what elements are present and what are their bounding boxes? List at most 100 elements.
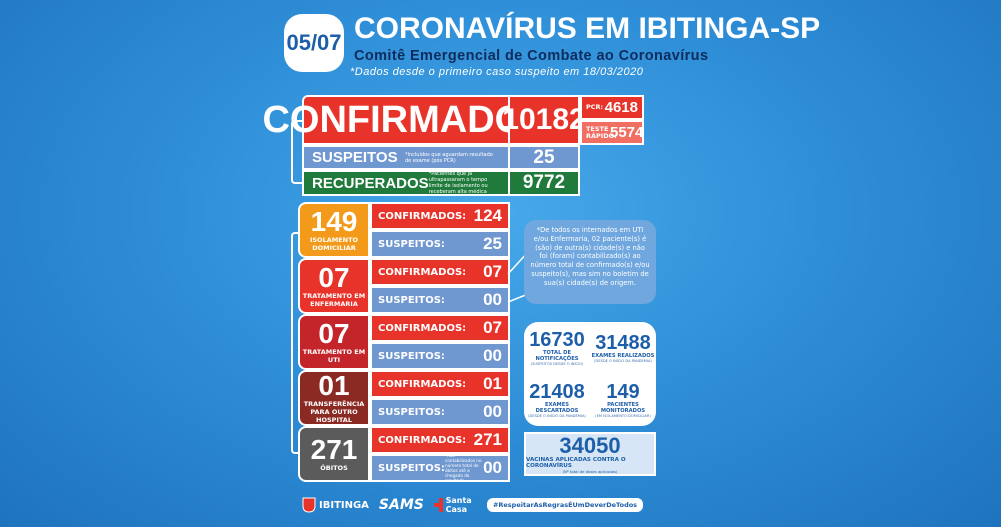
category-confirmed-value: 271 <box>473 430 502 449</box>
data-since-note: *Dados desde o primeiro caso suspeito em… <box>350 66 644 78</box>
stat-notifications: 16730 TOTAL DE NOTIFICAÇÕES (SUSPEITOS D… <box>524 322 590 374</box>
date-badge: 05/07 <box>284 14 344 72</box>
page-title: CORONAVÍRUS EM IBITINGA-SP <box>354 12 821 45</box>
category-label: TRATAMENTO EM UTI <box>302 348 366 364</box>
category-transfer: 01 TRANSFERÊNCIA PARA OUTRO HOSPITAL CON… <box>298 370 512 426</box>
category-suspects-row: SUSPEITOS: 00 <box>370 342 510 370</box>
footer-logos: IBITINGA SAMS Santa Casa #RespeitarAsReg… <box>302 488 644 522</box>
category-confirmed-label: CONFIRMADOS: <box>378 210 467 222</box>
category-suspects-label: SUSPEITOS: <box>378 350 445 362</box>
category-confirmed-label: CONFIRMADOS: <box>378 434 467 446</box>
santa-casa-text: Santa Casa <box>445 496 472 514</box>
category-total-box: 07 TRATAMENTO EM ENFERMARIA <box>298 258 370 314</box>
category-total: 01 <box>318 370 350 401</box>
pcr-box: PCR: 4618 <box>580 95 644 120</box>
summary-bracket <box>291 120 303 184</box>
category-suspects-note: *não contabilizados no número total de ó… <box>444 453 482 483</box>
santa-casa-logo: Santa Casa <box>433 496 477 514</box>
stat-monitored-value: 149 <box>606 380 640 403</box>
rapid-label: TESTE RÁPIDO: <box>586 124 617 140</box>
recovered-value: 9772 <box>522 172 566 193</box>
category-suspects-row: SUSPEITOS: *não contabilizados no número… <box>370 453 510 483</box>
suspects-value-box: 25 <box>508 145 580 170</box>
category-label: TRANSFERÊNCIA PARA OUTRO HOSPITAL <box>303 400 365 424</box>
category-confirmed-value: 124 <box>473 206 502 225</box>
stat-monitored-label: PACIENTES MONITORADOS <box>600 401 646 414</box>
category-icu: 07 TRATAMENTO EM UTI CONFIRMADOS: 07 SUS… <box>298 314 512 370</box>
recovered-label: RECUPERADOS <box>312 174 429 192</box>
vaccines-box: 34050 VACINAS APLICADAS CONTRA O CORONAV… <box>524 432 656 476</box>
stat-discarded-label: EXAMES DESCARTADOS <box>535 401 579 414</box>
hospitalized-note-bubble: *De todos os internados em UTI e/ou Enfe… <box>524 220 656 304</box>
category-ward: 07 TRATAMENTO EM ENFERMARIA CONFIRMADOS:… <box>298 258 512 314</box>
category-confirmed-value: 07 <box>483 262 502 281</box>
category-confirmed-value: 07 <box>483 318 502 337</box>
pcr-value: 4618 <box>604 99 638 116</box>
category-label: ISOLAMENTO DOMICILIAR <box>309 236 359 252</box>
vaccines-value: 34050 <box>559 432 621 458</box>
suspects-value: 25 <box>533 146 555 168</box>
confirmed-label: CONFIRMADOS <box>262 98 550 141</box>
suspects-label-box: SUSPEITOS *Incluídos que aguardam result… <box>302 145 510 170</box>
category-suspects-value: 00 <box>483 346 502 365</box>
category-total: 149 <box>310 206 358 237</box>
sams-text: SAMS <box>378 497 424 513</box>
category-suspects-value: 00 <box>483 458 502 477</box>
category-home-isolation: 149 ISOLAMENTO DOMICILIAR CONFIRMADOS: 1… <box>298 202 512 258</box>
category-confirmed-label: CONFIRMADOS: <box>378 378 467 390</box>
category-confirmed-row: CONFIRMADOS: 07 <box>370 258 510 286</box>
category-label: ÓBITOS <box>320 464 348 472</box>
category-confirmed-row: CONFIRMADOS: 01 <box>370 370 510 398</box>
category-suspects-label: SUSPEITOS: <box>378 406 445 418</box>
category-total: 07 <box>318 318 350 349</box>
recovered-note: *Pacientes que já ultrapassaram o tempo … <box>428 171 488 195</box>
category-suspects-value: 00 <box>483 402 502 421</box>
category-suspects-value: 00 <box>483 290 502 309</box>
stat-discarded-sub: (DESDE O INÍCIO DA PANDEMIA) <box>528 413 586 418</box>
category-total-box: 271 ÓBITOS <box>298 426 370 482</box>
confirmed-value: 10182 <box>502 103 586 136</box>
stat-exams: 31488 EXAMES REALIZADOS (DESDE O INÍCIO … <box>590 322 656 374</box>
stat-monitored-sub: (EM ISOLAMENTO DOMICILIAR) <box>595 413 651 418</box>
suspects-label: SUSPEITOS <box>312 149 398 166</box>
confirmed-label-box: CONFIRMADOS <box>262 95 550 145</box>
category-total-box: 01 TRANSFERÊNCIA PARA OUTRO HOSPITAL <box>298 370 370 426</box>
category-total-box: 149 ISOLAMENTO DOMICILIAR <box>298 202 370 258</box>
category-suspects-label: SUSPEITOS: <box>378 238 445 250</box>
category-confirmed-row: CONFIRMADOS: 124 <box>370 202 510 230</box>
stat-discarded: 21408 EXAMES DESCARTADOS (DESDE O INÍCIO… <box>524 374 590 426</box>
sams-logo: SAMS <box>379 497 424 513</box>
stat-notifications-value: 16730 <box>529 328 585 351</box>
pcr-label: PCR: <box>586 103 604 111</box>
page-subtitle: Comitê Emergencial de Combate ao Coronav… <box>354 48 709 64</box>
category-total-box: 07 TRATAMENTO EM UTI <box>298 314 370 370</box>
rapid-value: 5574 <box>610 124 644 141</box>
category-confirmed-value: 01 <box>483 374 502 393</box>
category-confirmed-row: CONFIRMADOS: 271 <box>370 426 510 454</box>
vaccines-label: VACINAS APLICADAS CONTRA O CORONAVÍRUS <box>526 456 626 469</box>
vaccines-sub: (Nº total de doses aplicadas) <box>562 468 618 474</box>
city-name: IBITINGA <box>319 499 369 511</box>
category-total: 271 <box>310 434 358 465</box>
recovered-value-box: 9772 <box>508 170 580 196</box>
category-suspects-row: SUSPEITOS: 00 <box>370 398 510 426</box>
categories-bracket <box>291 232 299 454</box>
stat-exams-label: EXAMES REALIZADOS <box>591 352 655 359</box>
stats-box: 16730 TOTAL DE NOTIFICAÇÕES (SUSPEITOS D… <box>524 322 656 426</box>
category-confirmed-label: CONFIRMADOS: <box>378 266 467 278</box>
category-deaths: 271 ÓBITOS CONFIRMADOS: 271 SUSPEITOS: *… <box>298 426 512 483</box>
category-suspects-label: SUSPEITOS: <box>378 294 445 306</box>
category-suspects-value: 25 <box>483 234 502 253</box>
suspects-note: *Incluídos que aguardam resultado de exa… <box>405 151 493 164</box>
category-suspects-row: SUSPEITOS: 00 <box>370 286 510 314</box>
city-shield-icon <box>302 497 316 513</box>
stat-discarded-value: 21408 <box>529 380 585 403</box>
category-confirmed-row: CONFIRMADOS: 07 <box>370 314 510 342</box>
rapid-test-box: TESTE RÁPIDO: 5574 <box>580 120 644 145</box>
stat-monitored: 149 PACIENTES MONITORADOS (EM ISOLAMENTO… <box>590 374 656 426</box>
category-total: 07 <box>318 262 350 293</box>
cross-icon <box>433 498 443 512</box>
stat-exams-value: 31488 <box>595 331 651 354</box>
confirmed-value-box: 10182 <box>502 95 586 145</box>
category-label: TRATAMENTO EM ENFERMARIA <box>302 292 366 308</box>
